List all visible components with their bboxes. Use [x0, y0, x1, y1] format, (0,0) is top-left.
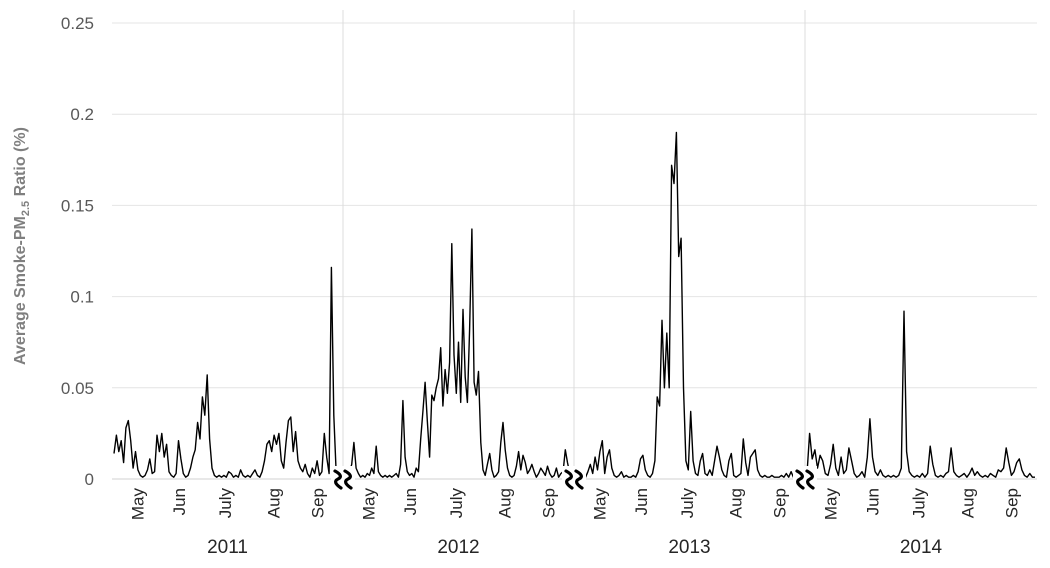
x-tick-label: July — [678, 488, 697, 519]
axis-break-mark — [331, 466, 355, 492]
x-tick-label: Sep — [1003, 488, 1022, 518]
year-label: 2011 — [207, 537, 248, 558]
series-line-2012 — [344, 228, 573, 478]
x-tick-label: July — [447, 488, 466, 519]
x-axis-year-labels: 2011 2012 2013 2014 — [207, 537, 942, 558]
y-axis-title: Average Smoke-PM2.5 Ratio (%) — [12, 127, 32, 365]
series-line-2013 — [575, 131, 804, 478]
x-tick-label: Aug — [958, 488, 977, 518]
year-label: 2013 — [668, 537, 710, 558]
x-tick-label: May — [590, 488, 609, 521]
x-tick-label: Sep — [540, 488, 559, 518]
year-separator-lines — [342, 10, 806, 479]
x-tick-label: Jun — [863, 488, 882, 515]
y-tick-label: 0 — [85, 470, 94, 489]
x-tick-label: July — [910, 488, 929, 519]
x-axis-month-labels: May Jun July Aug Sep May Jun July Aug Sep May Jun Ju… — [128, 488, 1021, 521]
year-label: 2012 — [437, 537, 479, 558]
y-tick-label: 0.1 — [70, 288, 94, 307]
x-tick-label: July — [216, 488, 235, 519]
x-tick-label: Aug — [496, 488, 515, 518]
x-tick-label: May — [128, 488, 147, 521]
y-axis-tick-labels: 0 0.05 0.1 0.15 0.2 0.25 — [61, 14, 94, 489]
year-label: 2014 — [900, 537, 943, 558]
data-series-lines — [113, 131, 1035, 478]
x-tick-label: Jun — [401, 488, 420, 515]
x-tick-label: Aug — [727, 488, 746, 518]
axis-break-mark — [793, 466, 817, 492]
x-tick-label: May — [822, 488, 841, 521]
x-tick-label: Aug — [265, 488, 284, 518]
x-tick-label: Sep — [309, 488, 328, 518]
series-line-2011 — [113, 266, 341, 478]
y-tick-label: 0.05 — [61, 379, 94, 398]
series-line-2014 — [806, 310, 1035, 478]
x-tick-label: May — [359, 488, 378, 521]
y-tick-label: 0.25 — [61, 14, 94, 33]
x-tick-label: Jun — [170, 488, 189, 515]
x-tick-label: Sep — [771, 488, 790, 518]
axis-break-marks — [331, 466, 817, 492]
axis-break-mark — [562, 466, 586, 492]
y-tick-label: 0.15 — [61, 196, 94, 215]
y-tick-label: 0.2 — [70, 105, 94, 124]
x-tick-label: Jun — [632, 488, 651, 515]
